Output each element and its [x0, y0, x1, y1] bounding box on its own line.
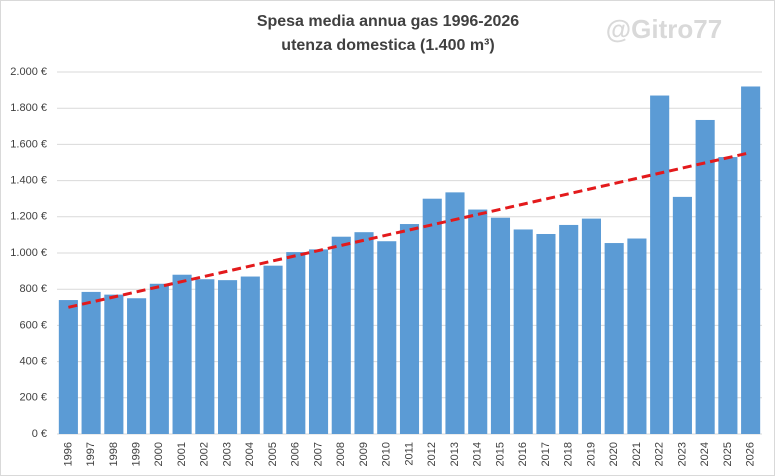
bar [377, 241, 397, 434]
x-tick-label: 2005 [267, 442, 279, 466]
bar [650, 95, 670, 434]
chart-subtitle: utenza domestica (1.400 m³) [281, 37, 494, 54]
y-tick-label: 1.200 € [10, 211, 47, 223]
y-tick-label: 400 € [19, 356, 47, 368]
watermark: @Gitro77 [606, 14, 722, 44]
bar [399, 224, 420, 434]
x-tick-label: 1998 [108, 442, 120, 466]
bar [672, 196, 692, 434]
bar [741, 86, 761, 434]
x-tick-label: 2018 [563, 442, 575, 466]
bar [149, 283, 169, 434]
bar [513, 229, 533, 434]
x-tick-label: 2003 [221, 442, 233, 466]
bar [81, 291, 101, 434]
x-tick-label: 2013 [449, 442, 461, 466]
bar [286, 252, 306, 434]
bar [581, 218, 601, 434]
y-tick-label: 1.800 € [10, 102, 47, 114]
trend-line [68, 151, 751, 309]
x-tick-label: 2009 [358, 442, 370, 466]
bar [490, 217, 511, 434]
x-tick-label: 2008 [335, 442, 347, 466]
x-tick-label: 1996 [62, 442, 74, 466]
bar [172, 274, 192, 434]
bar [218, 280, 238, 434]
x-tick-label: 2001 [176, 442, 188, 466]
x-tick-label: 2010 [381, 442, 393, 466]
x-tick-label: 2014 [472, 442, 484, 466]
y-tick-label: 2.000 € [10, 66, 47, 78]
bar [354, 232, 374, 434]
bar [559, 224, 579, 434]
bar [695, 119, 715, 434]
x-tick-label: 2025 [722, 442, 734, 466]
x-tick-label: 2021 [631, 442, 643, 466]
bar [331, 236, 351, 434]
x-tick-label: 2019 [585, 442, 597, 466]
bar [422, 198, 442, 434]
y-tick-label: 200 € [19, 392, 47, 404]
x-tick-label: 2023 [676, 442, 688, 466]
bar [263, 265, 283, 434]
bar [195, 279, 215, 434]
bar [718, 157, 738, 434]
y-tick-label: 0 € [32, 428, 47, 440]
x-tick-label: 2011 [403, 442, 415, 466]
y-tick-label: 600 € [19, 319, 47, 331]
x-tick-label: 2004 [244, 442, 256, 466]
bar [627, 238, 647, 434]
x-tick-label: 2002 [199, 442, 211, 466]
y-tick-label: 800 € [19, 283, 47, 295]
bar [308, 249, 329, 434]
bar [604, 243, 624, 434]
bar [104, 294, 124, 434]
bar [240, 276, 260, 434]
bar [127, 298, 147, 434]
x-tick-label: 1999 [131, 442, 143, 466]
x-tick-label: 2012 [426, 442, 438, 466]
x-tick-label: 2017 [540, 442, 552, 466]
bar [445, 192, 465, 434]
bar [468, 209, 488, 434]
x-tick-label: 2024 [699, 442, 711, 466]
bar [536, 233, 556, 434]
bar [58, 300, 78, 434]
x-tick-label: 2022 [654, 442, 666, 466]
x-tick-label: 2020 [608, 442, 620, 466]
x-tick-label: 2006 [290, 442, 302, 466]
x-tick-label: 1997 [85, 442, 97, 466]
x-tick-label: 2016 [517, 442, 529, 466]
chart-title: Spesa media annua gas 1996-2026 [257, 13, 519, 30]
x-tick-label: 2026 [745, 442, 757, 466]
y-tick-label: 1.000 € [10, 247, 47, 259]
x-tick-label: 2000 [153, 442, 165, 466]
x-tick-label: 2015 [494, 442, 506, 466]
x-tick-label: 2007 [312, 442, 324, 466]
y-tick-label: 1.400 € [10, 175, 47, 187]
y-tick-label: 1.600 € [10, 138, 47, 150]
